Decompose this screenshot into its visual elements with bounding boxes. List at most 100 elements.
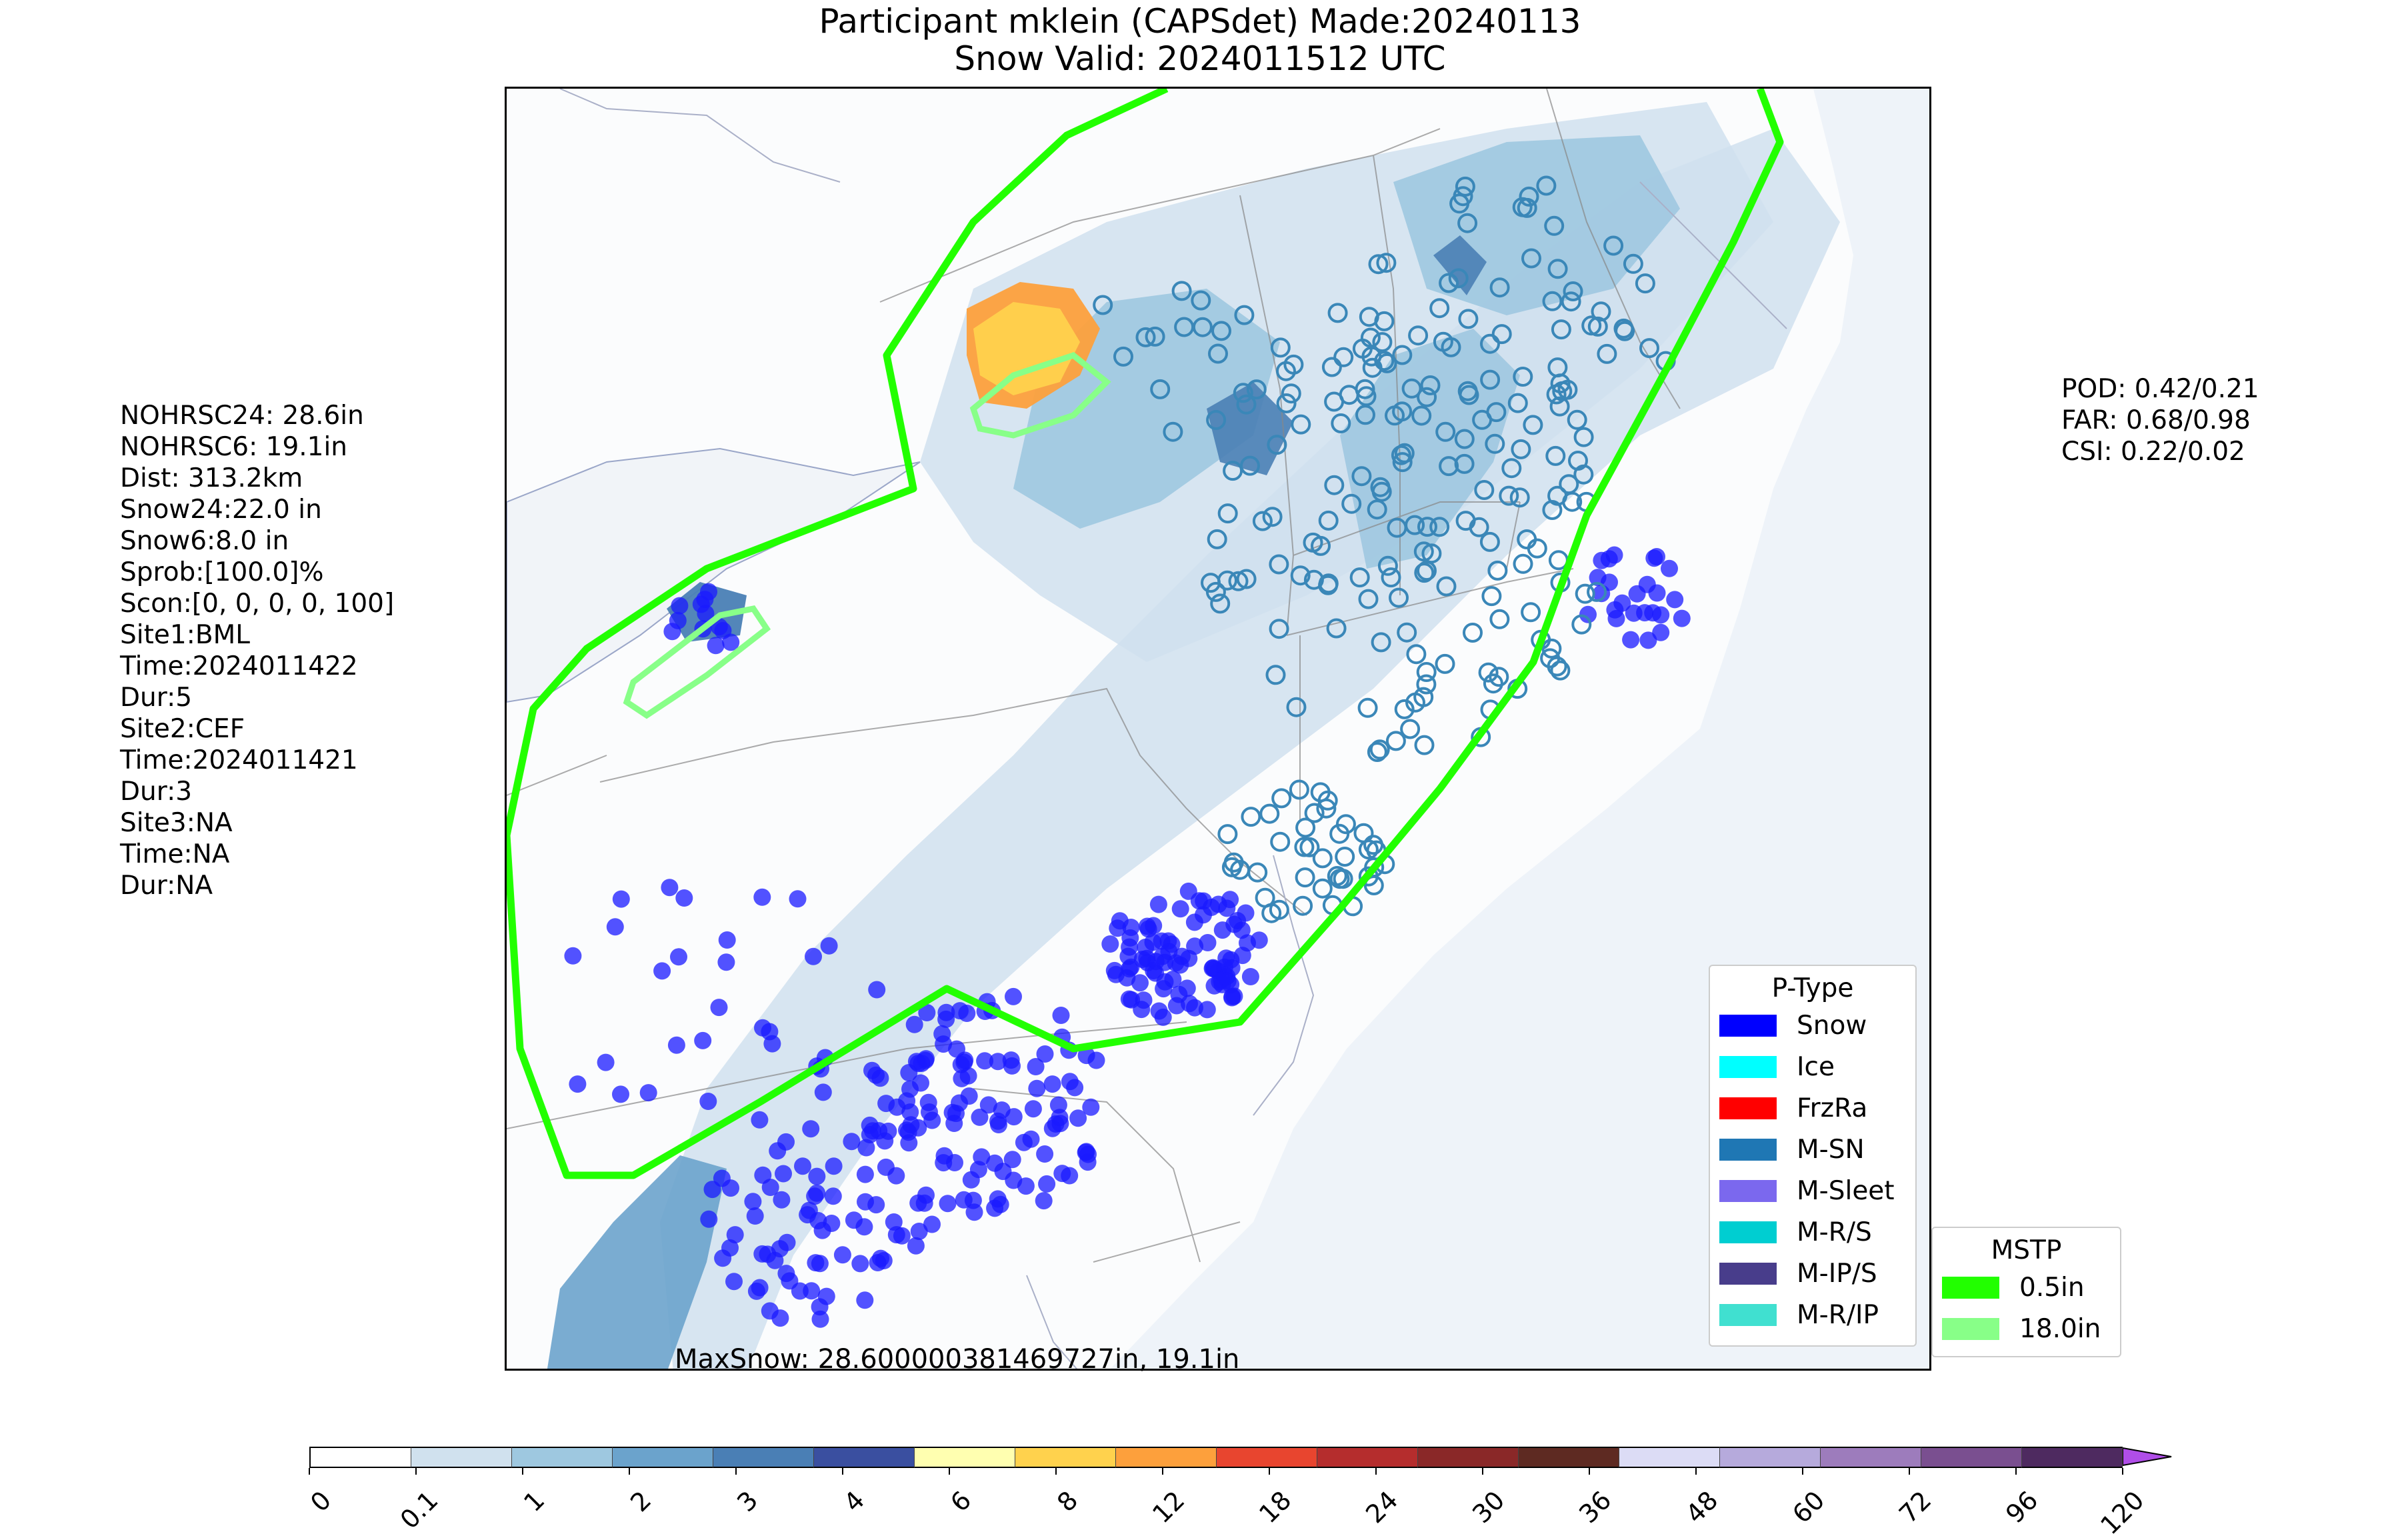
observation-marker — [1575, 583, 1595, 604]
observation-marker — [1153, 932, 1171, 950]
observation-marker — [851, 1255, 869, 1273]
observation-marker — [1349, 567, 1370, 588]
ptype-legend-entry: M-SN — [1710, 1129, 1915, 1170]
colorbar-tick-label: 24 — [1359, 1485, 1404, 1529]
observation-marker — [1459, 385, 1479, 405]
observation-marker — [1413, 687, 1434, 707]
ptype-legend-entry: FrzRa — [1710, 1087, 1915, 1129]
observation-marker — [1163, 421, 1183, 442]
observation-marker — [612, 1085, 629, 1103]
observation-marker — [1178, 979, 1196, 997]
observation-marker — [1002, 1051, 1020, 1069]
mstp-legend-swatch — [1942, 1276, 1999, 1299]
observation-marker — [1049, 1096, 1067, 1114]
colorbar-tick-label: 3 — [731, 1485, 764, 1518]
observation-marker — [761, 1302, 779, 1320]
observation-marker — [1105, 961, 1123, 979]
observation-marker — [1241, 807, 1261, 827]
colorbar-tick-label: 120 — [2095, 1485, 2151, 1540]
observation-marker — [1394, 699, 1415, 719]
observation-marker — [1335, 847, 1355, 867]
observation-marker — [802, 1120, 820, 1138]
observation-marker — [1645, 549, 1663, 567]
max-snow-label: MaxSnow: 28.600000381469727in, 19.1in — [675, 1344, 1240, 1375]
ptype-legend-entry: M-IP/S — [1710, 1253, 1915, 1294]
observation-marker — [868, 981, 886, 999]
observation-marker — [1547, 357, 1568, 378]
observation-marker — [1295, 817, 1316, 838]
observation-marker — [1353, 823, 1374, 843]
observation-marker — [1153, 947, 1171, 965]
observation-marker — [1240, 455, 1260, 476]
colorbar-tick-label: 0.1 — [394, 1485, 444, 1535]
colorbar-tick-mark — [1055, 1468, 1057, 1475]
observation-marker — [789, 890, 807, 908]
observation-marker — [986, 1154, 1004, 1172]
observation-marker — [1639, 631, 1657, 649]
observation-marker — [1360, 327, 1381, 348]
observation-marker — [1324, 475, 1345, 495]
observation-marker — [1435, 653, 1455, 674]
observation-marker — [1523, 415, 1543, 435]
observation-marker — [1321, 357, 1342, 377]
observation-marker — [1122, 919, 1140, 936]
observation-marker — [1317, 790, 1338, 811]
observation-marker — [1135, 991, 1153, 1009]
observation-marker — [1549, 396, 1570, 417]
observation-marker — [1190, 892, 1208, 910]
observation-marker — [1355, 405, 1375, 425]
observation-marker — [1448, 268, 1469, 289]
observation-marker — [989, 1190, 1007, 1208]
observation-marker — [845, 1211, 863, 1229]
observation-marker — [921, 1103, 938, 1121]
observation-marker — [714, 1249, 732, 1267]
observation-marker — [1358, 839, 1379, 860]
observation-marker — [612, 890, 630, 908]
ptype-legend-label: M-Sleet — [1797, 1175, 1895, 1206]
observation-marker — [817, 1287, 835, 1305]
observation-marker — [653, 962, 671, 980]
observation-marker — [1551, 319, 1571, 340]
observation-marker — [1122, 958, 1140, 976]
forecast-stat-line: Dur:5 — [120, 683, 193, 713]
observation-marker — [1038, 1175, 1056, 1193]
observation-marker — [1028, 1079, 1046, 1097]
observation-marker — [1521, 248, 1541, 269]
observation-marker — [1454, 429, 1475, 449]
observation-marker — [1391, 445, 1411, 465]
forecast-stat-line: Scon:[0, 0, 0, 0, 100] — [120, 589, 395, 619]
observation-marker — [710, 999, 728, 1017]
observation-marker — [661, 879, 679, 897]
observation-marker — [725, 1273, 743, 1291]
observation-marker — [1463, 623, 1483, 643]
observation-marker — [1417, 517, 1437, 537]
colorbar-segment — [1720, 1447, 1821, 1468]
observation-marker — [1374, 351, 1395, 371]
observation-marker — [1113, 346, 1133, 367]
ptype-legend-label: M-R/S — [1797, 1217, 1872, 1247]
observation-marker — [1486, 402, 1507, 423]
observation-marker — [820, 937, 838, 955]
colorbar-tick-mark — [1375, 1468, 1377, 1475]
observation-marker — [564, 947, 582, 965]
colorbar-tick-mark — [1909, 1468, 1910, 1475]
observation-marker — [1545, 445, 1566, 466]
ptype-legend-label: FrzRa — [1797, 1093, 1868, 1123]
observation-marker — [1615, 321, 1635, 341]
observation-marker — [1311, 535, 1331, 556]
forecast-stat-line: Site1:BML — [120, 620, 250, 650]
observation-marker — [791, 1282, 809, 1300]
observation-marker — [1250, 931, 1268, 949]
forecast-stat-line: Site3:NA — [120, 808, 233, 838]
colorbar-segment — [2022, 1447, 2123, 1468]
observation-marker — [697, 605, 715, 623]
observation-marker — [1458, 309, 1479, 329]
observation-marker — [1210, 593, 1231, 614]
observation-marker — [1061, 1073, 1079, 1091]
observation-marker — [1480, 333, 1500, 354]
mstp-legend-label: 0.5in — [2019, 1272, 2085, 1303]
observation-marker — [1358, 589, 1379, 609]
observation-marker — [1597, 343, 1617, 364]
observation-marker — [1416, 662, 1437, 682]
observation-marker — [1206, 410, 1227, 430]
